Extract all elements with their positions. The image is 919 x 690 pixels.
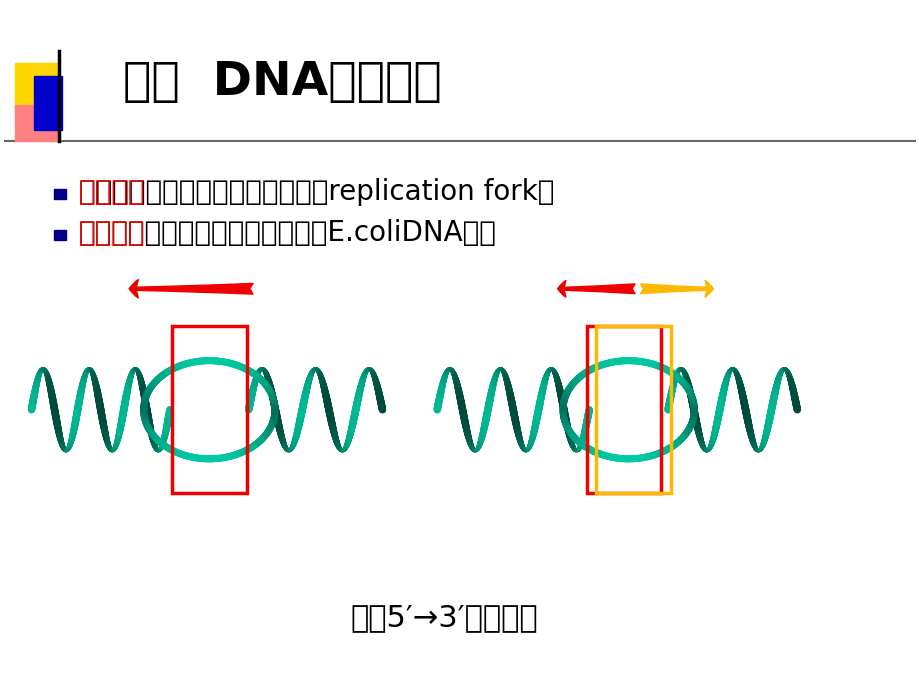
Text: 双向复制: 双向复制	[79, 219, 145, 246]
Bar	[54, 189, 66, 199]
Text: 都是5′→3′方向合成: 都是5′→3′方向合成	[350, 603, 538, 632]
Text: 二、  DNA复制方向: 二、 DNA复制方向	[122, 60, 441, 105]
Bar	[172, 326, 246, 493]
Bar	[54, 230, 66, 239]
Bar	[586, 326, 661, 493]
Text: 单向复制: 单向复制	[79, 177, 145, 206]
Bar	[596, 326, 670, 493]
Text: 单向复制，即只形成一个复制叉（replication fork）: 单向复制，即只形成一个复制叉（replication fork）	[79, 177, 553, 206]
Bar	[34, 76, 62, 130]
Bar	[15, 63, 59, 108]
Bar	[15, 105, 59, 141]
Text: 双向复制，即形成两个复制叉。如E.coliDNA等。: 双向复制，即形成两个复制叉。如E.coliDNA等。	[79, 219, 496, 246]
